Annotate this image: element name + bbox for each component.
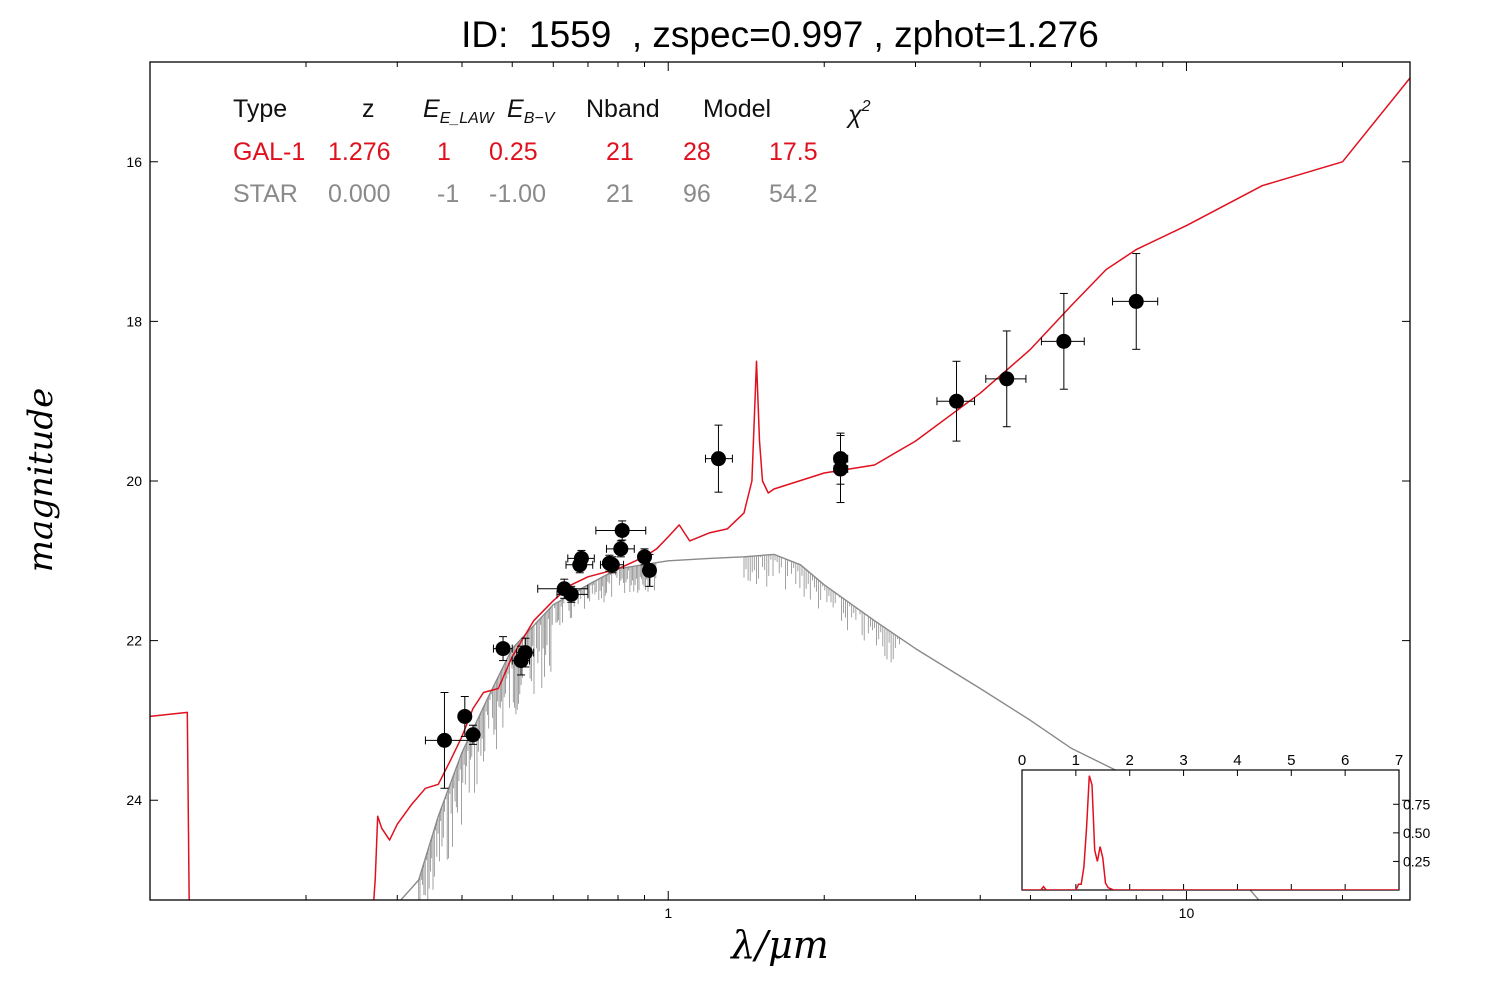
photometry-marker bbox=[563, 586, 579, 602]
y-tick-label: 24 bbox=[126, 792, 142, 808]
inset-x-tick-label: 2 bbox=[1126, 752, 1134, 769]
y-axis-label: magnitude bbox=[21, 388, 61, 573]
photometry-point bbox=[985, 330, 1027, 428]
fit-table-cell: -1.00 bbox=[489, 180, 546, 208]
photometry-marker bbox=[833, 461, 849, 477]
fit-table-cell: 0.25 bbox=[489, 138, 538, 166]
photometry-marker bbox=[637, 549, 653, 565]
inset-pdf-curve bbox=[1022, 775, 1399, 890]
x-axis-label: λ/μm bbox=[729, 923, 829, 967]
inset-y-tick-label: 0.50 bbox=[1403, 825, 1430, 841]
plot-frame bbox=[149, 61, 1411, 901]
photometry-point bbox=[637, 548, 653, 566]
photometry-point bbox=[704, 424, 733, 493]
photometry-point bbox=[936, 360, 976, 442]
fit-table-header: Type z EE_LAW EB−V Nband Model χ2 bbox=[233, 95, 871, 129]
photometry-point bbox=[599, 556, 625, 574]
photometry-marker bbox=[457, 708, 473, 724]
header-type: Type bbox=[233, 95, 287, 123]
y-tick-label: 22 bbox=[126, 633, 142, 649]
inset-x-tick-label: 1 bbox=[1072, 752, 1080, 769]
fit-table-cell: 21 bbox=[606, 180, 634, 208]
inset-x-tick-label: 5 bbox=[1287, 752, 1295, 769]
inset-axis-ticks: 0 1 2 3 4 5 6 7 0.25 0.50 0.75 bbox=[1018, 752, 1430, 890]
photometry-marker bbox=[710, 451, 726, 467]
model-curves bbox=[150, 77, 1410, 900]
photometry-point bbox=[424, 691, 474, 789]
fit-table-cell: GAL-1 bbox=[233, 138, 305, 166]
header-ebv: EB−V bbox=[507, 95, 556, 127]
fit-table-cell: STAR bbox=[233, 180, 298, 208]
photometry-point bbox=[833, 435, 849, 504]
inset-x-tick-label: 6 bbox=[1341, 752, 1349, 769]
inset-y-tick-label: 0.75 bbox=[1403, 796, 1430, 812]
photometry-point bbox=[567, 549, 595, 567]
header-chi2: χ2 bbox=[846, 98, 871, 129]
fit-table-cell: 54.2 bbox=[769, 180, 818, 208]
fit-table-cell: 1.276 bbox=[328, 138, 391, 166]
fit-table-cell: 1 bbox=[437, 138, 451, 166]
photometry-point bbox=[1040, 292, 1085, 390]
fit-table-cell: 28 bbox=[683, 138, 711, 166]
fit-table-cell: 96 bbox=[683, 180, 711, 208]
y-tick-label: 18 bbox=[126, 313, 142, 329]
photometry-marker bbox=[999, 371, 1015, 387]
photometry-point bbox=[641, 553, 657, 587]
inset-x-tick-label: 0 bbox=[1018, 752, 1026, 769]
inset-x-tick-label: 7 bbox=[1395, 752, 1403, 769]
photometry-point bbox=[465, 724, 481, 745]
photometry-point bbox=[492, 636, 513, 662]
inset-frame bbox=[1021, 769, 1400, 891]
photometry-marker bbox=[573, 550, 589, 566]
inset-x-tick-label: 4 bbox=[1233, 752, 1241, 769]
photometry-marker bbox=[949, 393, 965, 409]
star-absorption-lines bbox=[418, 554, 900, 900]
x-tick-label: 1 bbox=[664, 905, 672, 921]
photometry-marker bbox=[1128, 293, 1144, 309]
photometry-marker bbox=[495, 641, 511, 657]
redshift-pdf-inset: 0 1 2 3 4 5 6 7 0.25 0.50 0.75 bbox=[1018, 752, 1430, 891]
photometry-marker bbox=[641, 562, 657, 578]
y-tick-label: 20 bbox=[126, 473, 142, 489]
inset-pdf-line bbox=[1022, 775, 1399, 890]
fit-table-cell: -1 bbox=[437, 180, 459, 208]
photometry-marker bbox=[614, 522, 630, 538]
photometry-point bbox=[556, 585, 589, 603]
photometry-marker bbox=[604, 557, 620, 573]
fit-table-row-star: STAR 0.000 -1 -1.00 21 96 54.2 bbox=[233, 180, 818, 208]
inset-x-tick-label: 3 bbox=[1179, 752, 1187, 769]
inset-y-tick-label: 0.25 bbox=[1403, 853, 1430, 869]
photometry-marker bbox=[1056, 333, 1072, 349]
galaxy-model-curve bbox=[150, 77, 1410, 900]
photometry-point bbox=[516, 637, 535, 668]
photometry-point bbox=[605, 540, 635, 558]
photometry-marker bbox=[613, 541, 629, 557]
fit-table-cell: 21 bbox=[606, 138, 634, 166]
fit-table-cell: 17.5 bbox=[769, 138, 818, 166]
fit-table: Type z EE_LAW EB−V Nband Model χ2 GAL-1 1… bbox=[233, 95, 871, 208]
fit-table-row-gal-1: GAL-1 1.276 1 0.25 21 28 17.5 bbox=[233, 138, 818, 166]
header-nband: Nband bbox=[586, 95, 660, 123]
fit-table-cell: 0.000 bbox=[328, 180, 391, 208]
photometry-marker bbox=[517, 645, 533, 661]
header-z: z bbox=[362, 95, 375, 123]
photometry-point bbox=[595, 520, 647, 541]
photometry-marker bbox=[436, 732, 452, 748]
photometry-marker bbox=[465, 727, 481, 743]
y-tick-label: 16 bbox=[126, 154, 142, 170]
fit-table-rows: GAL-1 1.276 1 0.25 21 28 17.5 STAR 0.000 -1 -1.00 2… bbox=[233, 138, 818, 208]
photometry-point bbox=[1112, 253, 1159, 350]
x-tick-label: 10 bbox=[1179, 905, 1195, 921]
photometry-points bbox=[424, 253, 1159, 789]
chart-title: ID: 1559 , zspec=0.997 , zphot=1.276 bbox=[461, 14, 1099, 55]
header-model: Model bbox=[703, 95, 771, 123]
header-elaw: EE_LAW bbox=[423, 95, 496, 127]
